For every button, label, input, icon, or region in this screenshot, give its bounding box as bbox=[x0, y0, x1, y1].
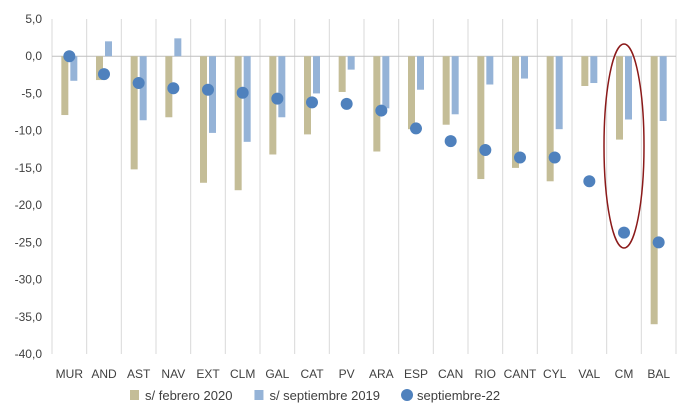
bar-septiembre-2019-mur bbox=[70, 56, 78, 81]
y-tick-label: 0,0 bbox=[25, 49, 42, 63]
point-septiembre-22-gal bbox=[271, 92, 284, 105]
point-septiembre-22-can bbox=[444, 135, 457, 148]
x-tick-label: CAN bbox=[438, 367, 463, 381]
bar-septiembre-2019-can bbox=[451, 56, 459, 115]
point-septiembre-22-ara bbox=[375, 104, 388, 117]
bar-febrero-2020-and bbox=[96, 56, 103, 81]
bar-febrero-2020-cyl bbox=[546, 56, 554, 182]
x-tick-label: AND bbox=[91, 367, 117, 381]
bar-febrero-2020-gal bbox=[269, 56, 277, 155]
y-tick-label: -30,0 bbox=[15, 273, 43, 287]
bar-febrero-2020-clm bbox=[234, 56, 242, 191]
x-tick-label: CANT bbox=[504, 367, 537, 381]
y-tick-label: -10,0 bbox=[15, 124, 43, 138]
bar-septiembre-2019-ast bbox=[139, 56, 147, 121]
point-septiembre-22-ext bbox=[202, 83, 214, 96]
x-tick-label: AST bbox=[127, 367, 151, 381]
bar-febrero-2020-cm bbox=[616, 56, 623, 140]
x-tick-label: MUR bbox=[56, 367, 84, 381]
point-septiembre-22-cat bbox=[306, 96, 318, 109]
point-septiembre-22-rio bbox=[479, 144, 492, 157]
legend-swatch-0 bbox=[130, 390, 139, 400]
bar-septiembre-2019-val bbox=[590, 56, 598, 84]
bar-febrero-2020-ara bbox=[373, 56, 381, 152]
point-septiembre-22-bal bbox=[652, 236, 665, 249]
x-tick-label: EXT bbox=[196, 367, 220, 381]
bar-febrero-2020-cat bbox=[304, 56, 311, 135]
bar-septiembre-2019-cant bbox=[521, 56, 528, 79]
legend-label-1: s/ septiembre 2019 bbox=[269, 388, 380, 403]
legend-label-2: septiembre-22 bbox=[417, 388, 500, 403]
bar-febrero-2020-ext bbox=[200, 56, 207, 183]
legend-swatch-2 bbox=[401, 389, 414, 401]
x-tick-label: ESP bbox=[404, 367, 428, 381]
bar-septiembre-2019-pv bbox=[347, 56, 355, 70]
x-tick-label: VAL bbox=[578, 367, 600, 381]
point-septiembre-22-esp bbox=[410, 122, 422, 135]
bar-septiembre-2019-bal bbox=[659, 56, 667, 121]
bar-septiembre-2019-cat bbox=[313, 56, 320, 94]
bar-febrero-2020-ast bbox=[130, 56, 138, 170]
x-tick-label: CYL bbox=[543, 367, 567, 381]
point-septiembre-22-nav bbox=[167, 82, 180, 95]
bar-septiembre-2019-ext bbox=[209, 56, 216, 133]
point-septiembre-22-pv bbox=[340, 97, 353, 110]
point-septiembre-22-mur bbox=[63, 50, 76, 63]
bar-septiembre-2019-cm bbox=[625, 56, 632, 120]
y-tick-label: -35,0 bbox=[15, 310, 43, 324]
bar-febrero-2020-bal bbox=[650, 56, 658, 325]
point-septiembre-22-clm bbox=[236, 86, 249, 99]
bar-febrero-2020-cant bbox=[512, 56, 519, 168]
bar-febrero-2020-mur bbox=[61, 56, 69, 116]
x-tick-label: RIO bbox=[475, 367, 496, 381]
legend-swatch-1 bbox=[254, 390, 264, 400]
bar-septiembre-2019-ara bbox=[382, 56, 390, 109]
y-tick-label: -5,0 bbox=[21, 86, 42, 100]
x-tick-label: PV bbox=[339, 367, 355, 381]
point-septiembre-22-cant bbox=[514, 151, 526, 164]
bar-febrero-2020-rio bbox=[477, 56, 485, 180]
y-tick-label: -40,0 bbox=[15, 347, 43, 361]
y-tick-label: -20,0 bbox=[15, 198, 43, 212]
x-tick-label: CAT bbox=[300, 367, 324, 381]
legend-label-0: s/ febrero 2020 bbox=[145, 388, 232, 403]
x-tick-label: CM bbox=[615, 367, 634, 381]
bar-septiembre-2019-clm bbox=[243, 56, 251, 142]
bar-septiembre-2019-nav bbox=[174, 38, 182, 57]
bar-septiembre-2019-rio bbox=[486, 56, 494, 85]
bar-febrero-2020-can bbox=[442, 56, 450, 125]
y-tick-label: -25,0 bbox=[15, 235, 43, 249]
x-tick-label: ARA bbox=[369, 367, 394, 381]
point-septiembre-22-ast bbox=[132, 77, 145, 90]
point-septiembre-22-cm bbox=[618, 226, 630, 239]
point-septiembre-22-cyl bbox=[548, 151, 561, 164]
y-tick-label: 5,0 bbox=[25, 12, 42, 26]
x-tick-label: NAV bbox=[161, 367, 185, 381]
x-tick-label: BAL bbox=[647, 367, 670, 381]
bar-septiembre-2019-gal bbox=[278, 56, 286, 118]
point-septiembre-22-val bbox=[583, 175, 596, 188]
cm-highlight-ellipse bbox=[603, 43, 645, 249]
bar-septiembre-2019-and bbox=[105, 41, 112, 57]
bar-septiembre-2019-cyl bbox=[555, 56, 563, 130]
bar-febrero-2020-pv bbox=[338, 56, 346, 92]
y-tick-label: -15,0 bbox=[15, 161, 43, 175]
bar-febrero-2020-val bbox=[581, 56, 589, 86]
bar-febrero-2020-esp bbox=[408, 56, 415, 130]
point-septiembre-22-and bbox=[98, 68, 110, 81]
x-tick-label: GAL bbox=[265, 367, 289, 381]
bar-septiembre-2019-esp bbox=[417, 56, 424, 90]
x-tick-label: CLM bbox=[230, 367, 255, 381]
